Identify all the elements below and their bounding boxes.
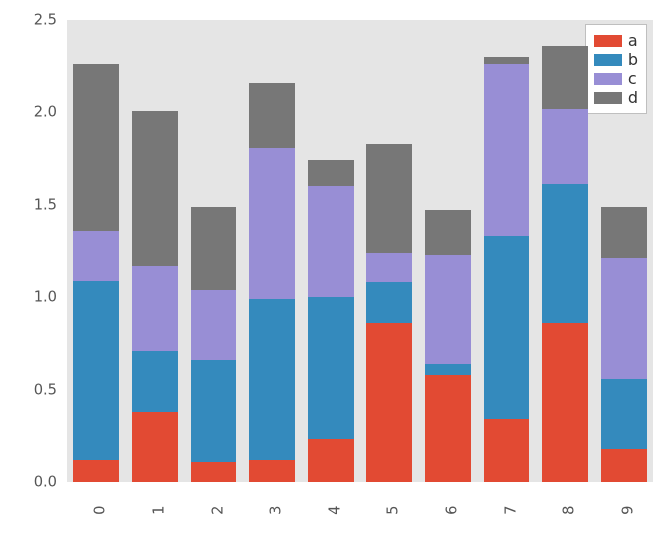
bar-segment-c	[191, 290, 237, 360]
x-tick-label: 4	[326, 506, 343, 546]
bar-segment-c	[484, 64, 530, 236]
bar-segment-a	[73, 460, 119, 482]
legend-swatch	[594, 35, 622, 47]
bar-segment-d	[73, 64, 119, 230]
legend-swatch	[594, 73, 622, 85]
bar-segment-b	[73, 281, 119, 460]
x-tick	[565, 482, 566, 488]
legend-label: a	[628, 31, 638, 50]
x-tick	[213, 482, 214, 488]
bar-segment-c	[132, 266, 178, 351]
y-tick-label: 2.5	[0, 12, 57, 29]
y-tick	[61, 297, 67, 298]
bar-segment-b	[249, 299, 295, 460]
bar-segment-a	[249, 460, 295, 482]
x-tick	[330, 482, 331, 488]
legend-label: c	[628, 69, 637, 88]
x-tick-label: 9	[619, 506, 636, 546]
bar-segment-c	[542, 109, 588, 185]
bar-segment-a	[601, 449, 647, 482]
bar-segment-c	[601, 258, 647, 378]
y-tick	[61, 389, 67, 390]
y-tick-label: 0.0	[0, 474, 57, 491]
x-tick	[506, 482, 507, 488]
bar-segment-c	[308, 186, 354, 297]
legend-row-b: b	[594, 50, 638, 69]
x-tick-label: 3	[268, 506, 285, 546]
x-tick	[623, 482, 624, 488]
bar-segment-b	[601, 379, 647, 449]
bar-segment-a	[191, 462, 237, 482]
y-tick-label: 2.0	[0, 104, 57, 121]
bar-segment-c	[366, 253, 412, 283]
bar-segment-b	[484, 236, 530, 419]
y-tick-label: 1.5	[0, 196, 57, 213]
y-tick-label: 0.5	[0, 381, 57, 398]
x-tick-label: 5	[385, 506, 402, 546]
y-tick-label: 1.0	[0, 289, 57, 306]
x-tick-label: 6	[443, 506, 460, 546]
y-tick	[61, 20, 67, 21]
legend-swatch	[594, 54, 622, 66]
bar-segment-a	[484, 419, 530, 482]
x-tick-label: 1	[150, 506, 167, 546]
bar-segment-a	[132, 412, 178, 482]
bar-segment-b	[308, 297, 354, 439]
bar-segment-d	[308, 160, 354, 186]
legend-label: b	[628, 50, 638, 69]
bar-segment-d	[601, 207, 647, 259]
legend-row-d: d	[594, 88, 638, 107]
bar-segment-b	[542, 184, 588, 323]
bar-segment-c	[425, 255, 471, 364]
bar-segment-a	[366, 323, 412, 482]
legend-label: d	[628, 88, 638, 107]
x-tick	[154, 482, 155, 488]
y-tick	[61, 112, 67, 113]
bar-segment-d	[191, 207, 237, 290]
x-tick-label: 2	[209, 506, 226, 546]
bar-segment-c	[73, 231, 119, 281]
legend-swatch	[594, 92, 622, 104]
bar-segment-a	[542, 323, 588, 482]
bar-segment-a	[425, 375, 471, 482]
bar-segment-b	[425, 364, 471, 375]
legend-row-a: a	[594, 31, 638, 50]
bar-segment-d	[132, 111, 178, 266]
x-tick-label: 7	[502, 506, 519, 546]
x-tick	[96, 482, 97, 488]
legend: abcd	[585, 24, 647, 114]
bar-segment-b	[191, 360, 237, 462]
bar-segment-d	[366, 144, 412, 253]
legend-row-c: c	[594, 69, 638, 88]
y-tick	[61, 482, 67, 483]
bar-segment-d	[425, 210, 471, 254]
bar-segment-d	[542, 46, 588, 109]
bar-segment-a	[308, 439, 354, 482]
x-tick-label: 8	[561, 506, 578, 546]
bar-segment-c	[249, 148, 295, 300]
bar-segment-d	[249, 83, 295, 148]
x-tick	[447, 482, 448, 488]
chart-figure: 0.00.51.01.52.02.5 0123456789 abcd	[0, 0, 671, 525]
x-tick	[389, 482, 390, 488]
bar-segment-d	[484, 57, 530, 64]
x-tick-label: 0	[92, 506, 109, 546]
bar-segment-b	[132, 351, 178, 412]
x-tick	[272, 482, 273, 488]
y-tick	[61, 204, 67, 205]
bar-segment-b	[366, 282, 412, 323]
